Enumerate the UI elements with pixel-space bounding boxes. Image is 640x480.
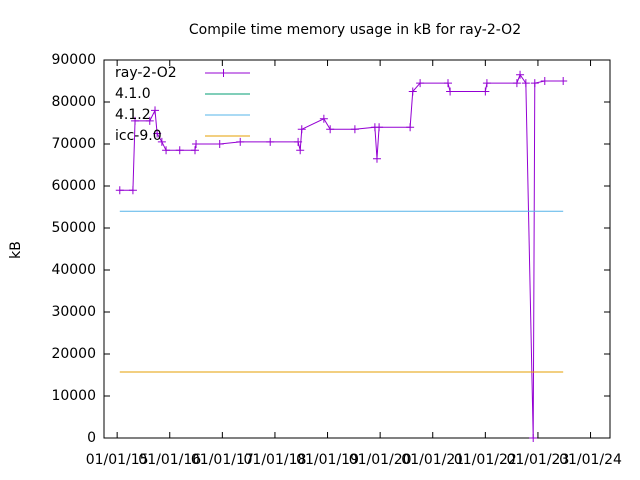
x-tick-label: 01/01/23 <box>506 452 569 468</box>
legend-label: ray-2-O2 <box>115 65 177 81</box>
y-tick-label: 50000 <box>51 220 96 236</box>
point-marker <box>128 186 137 195</box>
x-tick-label: 01/01/16 <box>138 452 201 468</box>
point-marker <box>521 79 530 88</box>
point-marker <box>529 434 538 442</box>
y-tick-label: 30000 <box>51 304 96 320</box>
y-axis-label: kB <box>8 241 24 259</box>
point-marker <box>319 114 328 123</box>
point-marker <box>215 140 224 148</box>
x-tick-label: 01/01/21 <box>401 452 464 468</box>
point-marker <box>512 79 521 88</box>
point-marker <box>266 137 275 146</box>
y-tick-label: 40000 <box>51 262 96 278</box>
point-marker <box>326 125 335 134</box>
point-marker <box>350 125 359 134</box>
x-tick-label: 01/01/19 <box>296 452 359 468</box>
point-marker <box>408 87 417 96</box>
point-marker <box>416 79 425 88</box>
point-marker <box>175 146 184 155</box>
legend-label: 4.1.0 <box>115 86 151 102</box>
point-marker <box>375 123 384 132</box>
y-tick-label: 60000 <box>51 178 96 194</box>
point-marker <box>115 186 124 195</box>
x-tick-label: 01/01/15 <box>86 452 149 468</box>
point-marker <box>443 79 452 88</box>
plot-border <box>103 59 611 439</box>
y-tick-label: 80000 <box>51 94 96 110</box>
point-marker <box>481 87 490 96</box>
series-line <box>119 73 564 439</box>
y-tick-label: 90000 <box>51 52 96 68</box>
point-marker <box>559 77 568 85</box>
point-marker <box>153 129 162 138</box>
point-marker <box>540 77 549 85</box>
point-marker <box>192 140 201 148</box>
legend-label: 4.1.2 <box>115 107 151 123</box>
point-marker <box>131 116 140 125</box>
point-marker <box>446 87 455 96</box>
point-marker <box>516 70 525 79</box>
y-tick-label: 10000 <box>51 388 96 404</box>
y-tick-label: 70000 <box>51 136 96 152</box>
point-marker <box>162 146 171 155</box>
legend-label: icc-9.0 <box>115 128 162 144</box>
point-marker <box>530 79 539 88</box>
x-tick-label: 01/01/24 <box>559 452 622 468</box>
point-marker <box>296 146 305 155</box>
point-marker <box>151 106 160 115</box>
point-marker <box>482 79 491 88</box>
point-marker <box>236 137 245 146</box>
x-tick-label: 01/01/20 <box>349 452 412 468</box>
chart-title: Compile time memory usage in kB for ray-… <box>189 22 521 38</box>
point-marker <box>145 116 154 125</box>
x-tick-label: 01/01/22 <box>454 452 517 468</box>
point-marker <box>190 146 199 155</box>
point-marker <box>297 125 306 134</box>
y-tick-label: 0 <box>87 430 96 446</box>
point-marker <box>157 137 166 146</box>
x-tick-label: 01/01/18 <box>244 452 307 468</box>
y-tick-label: 20000 <box>51 346 96 362</box>
point-marker <box>372 154 381 163</box>
x-tick-label: 01/01/17 <box>191 452 254 468</box>
point-marker <box>294 137 303 146</box>
point-marker <box>406 123 415 132</box>
